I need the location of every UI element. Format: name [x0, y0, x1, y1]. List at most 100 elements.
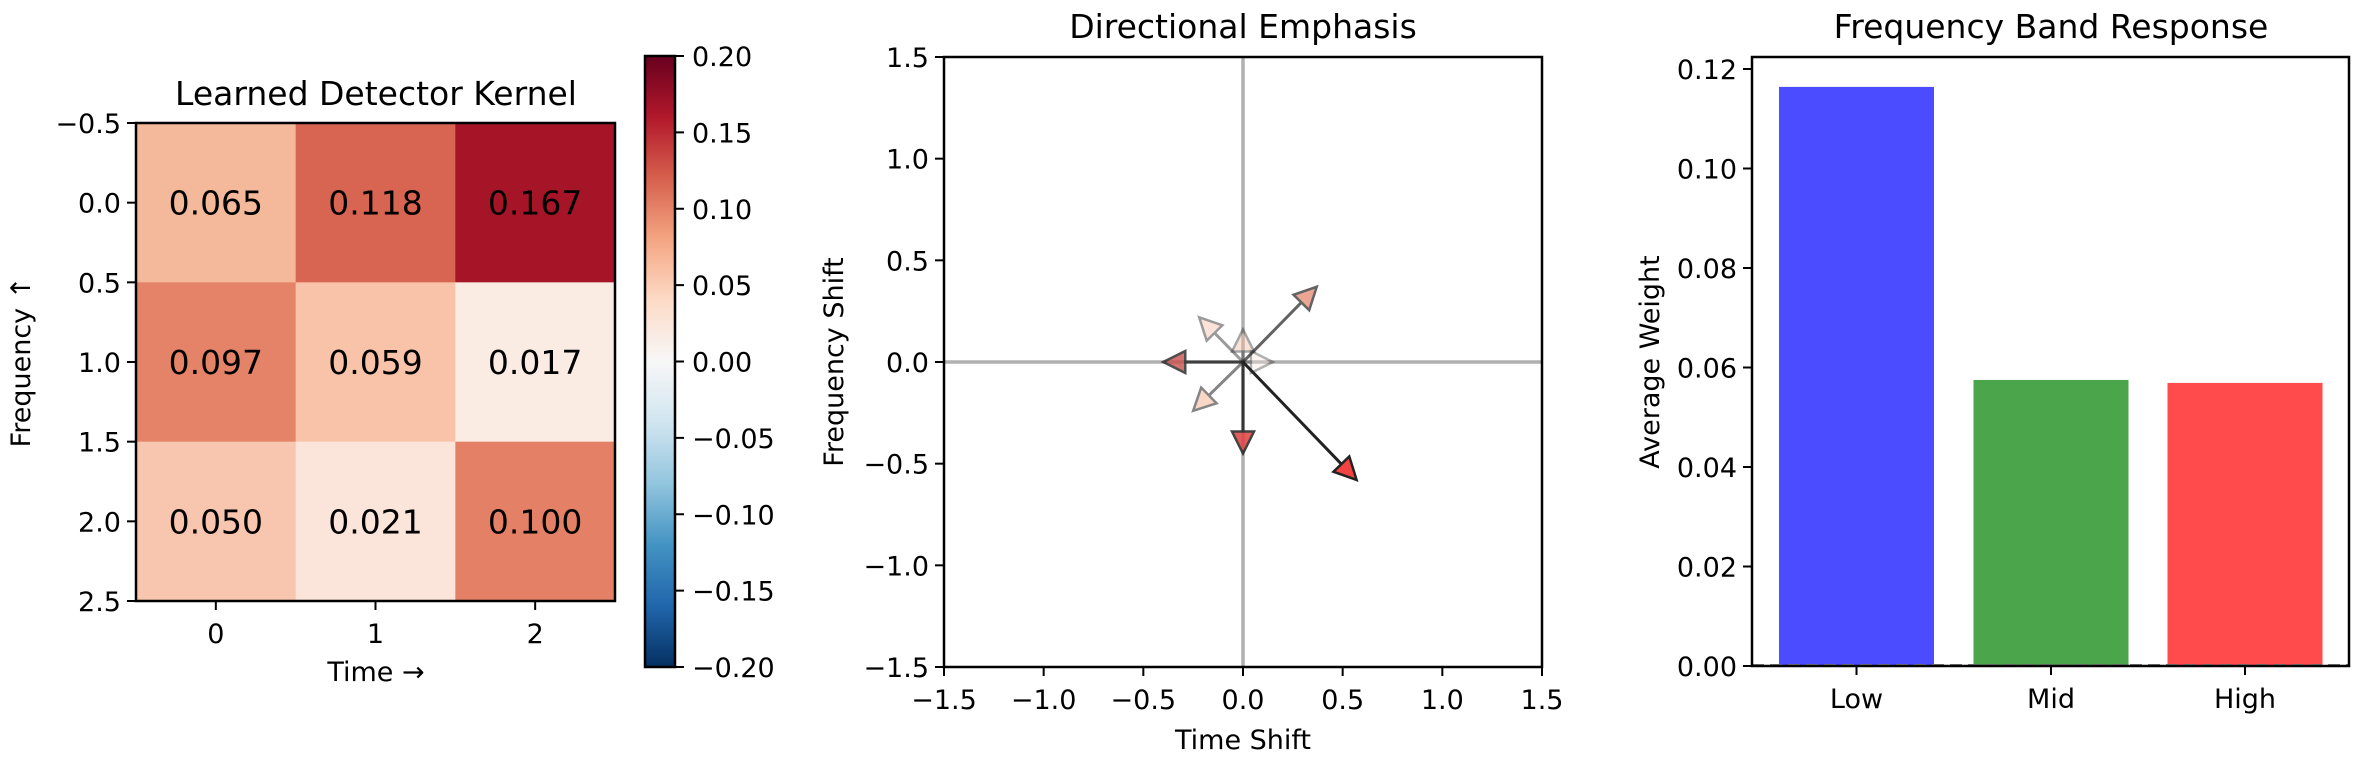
y-tick-label: −0.5	[863, 450, 929, 481]
x-tick-label: Mid	[2027, 684, 2075, 715]
heatmap-cell-value: 0.059	[328, 343, 422, 382]
x-tick-label: 1	[367, 619, 384, 650]
y-tick-label: 0.00	[1677, 652, 1737, 683]
y-tick-label: 0.5	[886, 246, 929, 277]
heatmap-panel: Learned Detector Kernel 0.065 0.118 0.1670…	[6, 42, 775, 688]
y-tick-label: 2.0	[78, 507, 121, 538]
y-tick-label: 0.0	[886, 348, 929, 379]
y-tick-label: 0.02	[1677, 553, 1737, 584]
direction-x-axis: −1.5 −1.0 −0.5 0.0 0.5 1.0 1.5	[911, 667, 1563, 716]
heatmap-cell	[295, 441, 456, 602]
y-tick-label: 2.5	[78, 587, 121, 618]
heatmap-cell	[455, 123, 616, 283]
band-title: Frequency Band Response	[1834, 7, 2269, 46]
colorbar-tick-label: 0.20	[692, 42, 752, 73]
direction-ylabel: Frequency Shift	[819, 257, 850, 466]
x-tick-label: 0	[207, 619, 224, 650]
arrow-head-icon	[1160, 348, 1187, 376]
heatmap-xlabel: Time →	[326, 657, 424, 688]
direction-arrow	[1243, 348, 1276, 376]
heatmap-cell-value: 0.118	[328, 184, 422, 223]
heatmap-cell	[136, 123, 297, 283]
colorbar-tick-label: 0.00	[692, 348, 752, 379]
direction-y-axis: 1.5 1.0 0.5 0.0 −0.5 −1.0 −1.5	[863, 43, 944, 684]
colorbar-tick-label: −0.05	[692, 424, 775, 455]
x-tick-label: −1.5	[911, 685, 977, 716]
y-tick-label: −1.5	[863, 653, 929, 684]
direction-arrow	[1229, 362, 1257, 457]
y-tick-label: 0.12	[1677, 55, 1737, 86]
heatmap-cell-value: 0.017	[488, 343, 582, 382]
heatmap-cell	[136, 282, 297, 443]
colorbar	[643, 54, 677, 669]
heatmap-cell	[295, 282, 456, 443]
heatmap-cell	[455, 282, 616, 443]
colorbar-tick-label: −0.10	[692, 500, 775, 531]
y-tick-label: 0.5	[78, 268, 121, 299]
band-x-axis: Low Mid High	[1830, 666, 2276, 715]
bar-low	[1779, 86, 1934, 666]
heatmap-y-axis: −0.5 0.0 0.5 1.0 1.5 2.0 2.5	[55, 109, 136, 618]
y-tick-label: 1.5	[78, 428, 121, 459]
heatmap-cell	[455, 441, 616, 602]
y-tick-label: −0.5	[55, 109, 121, 140]
band-panel: Frequency Band Response 0.00 0.02 0.04 0.06…	[1635, 7, 2351, 715]
y-tick-label: 1.5	[886, 43, 929, 74]
direction-arrow	[1160, 348, 1243, 376]
colorbar-tick-label: 0.10	[692, 195, 752, 226]
y-tick-label: −1.0	[863, 551, 929, 582]
heatmap-cell-value: 0.097	[169, 343, 263, 382]
heatmap-cell-value: 0.167	[488, 184, 582, 223]
colorbar-ticks: 0.20 0.15 0.10 0.05 0.00 −0.05 −0.10 −0.15 −0.20	[675, 42, 775, 684]
x-tick-label: 2	[527, 619, 544, 650]
heatmap-ylabel: Frequency ↑	[6, 277, 37, 448]
arrow-head-icon	[1291, 284, 1319, 313]
band-ylabel: Average Weight	[1635, 255, 1666, 469]
x-tick-label: 1.5	[1521, 685, 1564, 716]
heatmap-title: Learned Detector Kernel	[175, 74, 577, 113]
x-tick-label: 0.5	[1321, 685, 1364, 716]
y-tick-label: 0.06	[1677, 354, 1737, 385]
direction-arrow	[1241, 284, 1319, 364]
arrow-head-icon	[1229, 430, 1257, 457]
direction-title: Directional Emphasis	[1069, 7, 1417, 46]
colorbar-tick-label: 0.05	[692, 271, 752, 302]
heatmap-cell	[136, 441, 297, 602]
colorbar-tick-label: −0.15	[692, 577, 775, 608]
x-tick-label: Low	[1830, 684, 1883, 715]
heatmap-cell	[295, 123, 456, 283]
arrow-head-icon	[1191, 385, 1219, 413]
direction-arrow	[1191, 360, 1245, 413]
x-tick-label: 0.0	[1222, 685, 1265, 716]
heatmap-cell-value: 0.065	[169, 184, 263, 223]
heatmap-cell-value: 0.100	[488, 502, 582, 541]
direction-arrow	[1241, 360, 1359, 482]
colorbar-tick-label: −0.20	[692, 653, 775, 684]
bar-high	[2167, 382, 2323, 666]
x-tick-label: 1.0	[1421, 685, 1464, 716]
quiver-plot	[944, 57, 1542, 667]
heatmap-x-axis: 0 1 2	[207, 601, 544, 650]
direction-panel: Directional Emphasis −1.5 −1.0 −0.5 0.0 0.5 1…	[819, 7, 1563, 756]
x-tick-label: High	[2214, 684, 2276, 715]
heatmap-cells: 0.065 0.118 0.167 0.097 0.059 0.017 0.050 0.021…	[136, 123, 616, 602]
bar-mid	[1973, 379, 2129, 666]
direction-arrow	[1197, 315, 1245, 364]
arrow-head-icon	[1197, 315, 1225, 343]
colorbar-tick-label: 0.15	[692, 118, 752, 149]
arrow-head-icon	[1331, 454, 1359, 482]
arrow-head-icon	[1229, 326, 1257, 353]
y-tick-label: 0.04	[1677, 453, 1737, 484]
x-tick-label: −1.0	[1011, 685, 1077, 716]
x-tick-label: −0.5	[1111, 685, 1177, 716]
y-tick-label: 0.10	[1677, 155, 1737, 186]
direction-xlabel: Time Shift	[1174, 725, 1311, 756]
band-y-axis: 0.00 0.02 0.04 0.06 0.08 0.10 0.12	[1677, 55, 1752, 683]
heatmap-cell-value: 0.050	[169, 502, 263, 541]
y-tick-label: 1.0	[78, 348, 121, 379]
heatmap-cell-value: 0.021	[328, 502, 422, 541]
arrow-head-icon	[1249, 348, 1276, 376]
y-tick-label: 0.0	[78, 189, 121, 220]
y-tick-label: 0.08	[1677, 254, 1737, 285]
